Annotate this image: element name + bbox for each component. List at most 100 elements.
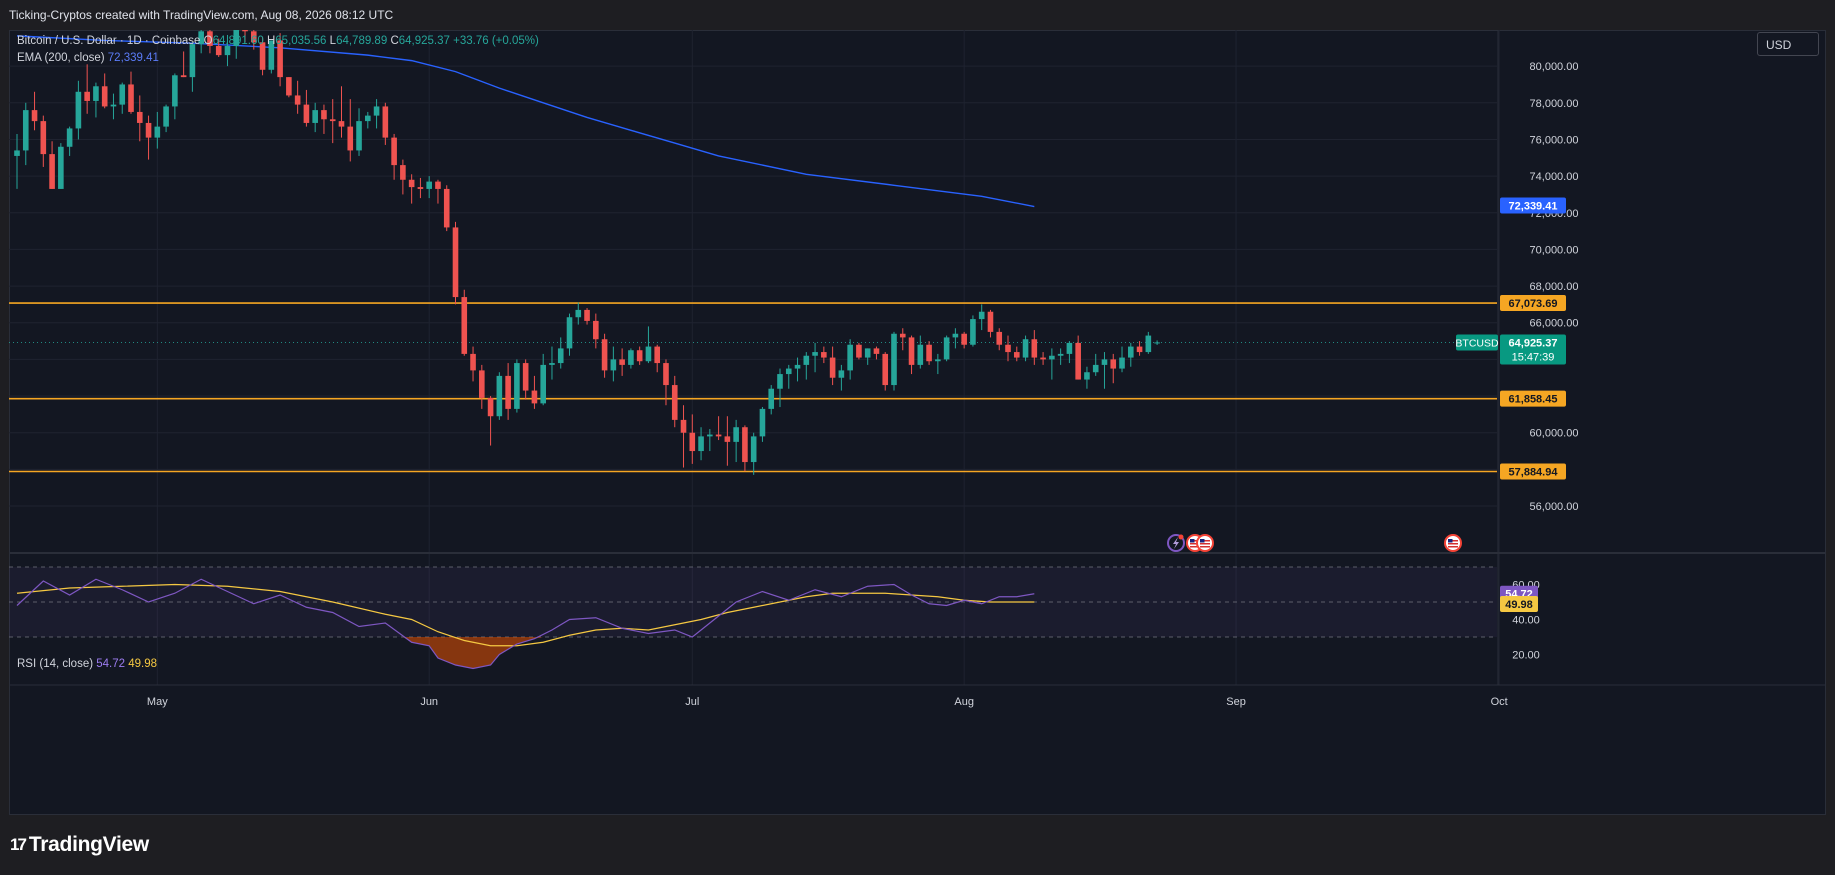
- candle[interactable]: [812, 342, 818, 373]
- candle[interactable]: [838, 364, 845, 391]
- candle[interactable]: [996, 328, 1003, 351]
- symbol-legend[interactable]: Bitcoin / U.S. Dollar · 1D · Coinbase O6…: [17, 33, 539, 49]
- candle[interactable]: [1031, 330, 1038, 365]
- candle[interactable]: [382, 102, 389, 145]
- candle[interactable]: [163, 104, 169, 133]
- candle[interactable]: [549, 346, 555, 380]
- candle[interactable]: [680, 405, 687, 468]
- candle[interactable]: [750, 432, 757, 475]
- candle[interactable]: [671, 375, 678, 428]
- lightning-event-icon[interactable]: [1167, 534, 1185, 552]
- horizontal-levels[interactable]: [9, 302, 1497, 473]
- candle[interactable]: [84, 64, 90, 114]
- candle[interactable]: [286, 77, 292, 98]
- candle[interactable]: [312, 102, 318, 133]
- candle[interactable]: [777, 368, 783, 408]
- candle[interactable]: [1057, 348, 1064, 365]
- candle[interactable]: [189, 42, 196, 92]
- candle[interactable]: [207, 30, 213, 54]
- candle[interactable]: [891, 331, 897, 391]
- candle[interactable]: [689, 414, 696, 464]
- candle[interactable]: [821, 346, 827, 364]
- candle[interactable]: [172, 73, 178, 120]
- rsi-legend[interactable]: RSI (14, close) 54.72 49.98: [17, 656, 157, 672]
- candle[interactable]: [110, 93, 117, 120]
- candle[interactable]: [899, 328, 906, 351]
- candle[interactable]: [505, 363, 511, 420]
- candle[interactable]: [233, 30, 240, 59]
- candle[interactable]: [1013, 346, 1020, 362]
- candle[interactable]: [715, 416, 722, 441]
- candle[interactable]: [864, 348, 871, 365]
- candle[interactable]: [557, 337, 564, 369]
- candle[interactable]: [400, 159, 406, 195]
- candle[interactable]: [435, 179, 441, 204]
- candle[interactable]: [14, 133, 20, 189]
- candle[interactable]: [58, 143, 64, 189]
- candle[interactable]: [636, 346, 643, 365]
- candle[interactable]: [522, 359, 529, 400]
- candle[interactable]: [496, 372, 503, 420]
- ema-legend[interactable]: EMA (200, close) 72,339.41: [17, 50, 159, 66]
- level-tag[interactable]: 57,884.94: [1500, 463, 1566, 480]
- candle[interactable]: [785, 364, 792, 389]
- level-tag[interactable]: 61,858.45: [1500, 390, 1566, 407]
- candle[interactable]: [698, 427, 704, 461]
- candle[interactable]: [250, 30, 257, 50]
- time-axis[interactable]: May Jun Jul Aug Sep Oct: [147, 696, 1508, 708]
- candle[interactable]: [452, 221, 459, 305]
- candle[interactable]: [408, 174, 415, 204]
- us-flag-event-icon[interactable]: [1444, 534, 1462, 552]
- candle[interactable]: [1145, 331, 1152, 354]
- candle[interactable]: [1084, 366, 1090, 389]
- candle[interactable]: [1136, 341, 1143, 356]
- candle[interactable]: [101, 73, 108, 109]
- candle[interactable]: [952, 328, 959, 349]
- candle[interactable]: [1127, 342, 1134, 367]
- candle[interactable]: [373, 99, 380, 129]
- candle[interactable]: [479, 364, 485, 409]
- candle[interactable]: [987, 309, 994, 338]
- level-tag[interactable]: 67,073.69: [1500, 295, 1566, 312]
- candle[interactable]: [917, 335, 924, 369]
- candle[interactable]: [540, 353, 546, 406]
- candle[interactable]: [768, 385, 775, 415]
- candle[interactable]: [531, 375, 538, 409]
- candle[interactable]: [154, 111, 161, 149]
- candle[interactable]: [365, 111, 371, 129]
- candle[interactable]: [566, 313, 573, 356]
- candle[interactable]: [601, 333, 608, 378]
- candle[interactable]: [645, 326, 652, 364]
- rsi-ma-value-tag[interactable]: 49.98: [1500, 596, 1538, 613]
- last-price-tag[interactable]: 64,925.37 15:47:39: [1500, 334, 1566, 365]
- candle[interactable]: [356, 108, 362, 156]
- candle[interactable]: [593, 313, 599, 349]
- candle[interactable]: [663, 359, 669, 406]
- candle[interactable]: [847, 339, 853, 380]
- candle[interactable]: [1022, 335, 1029, 362]
- candle[interactable]: [136, 95, 143, 142]
- candle[interactable]: [1119, 346, 1125, 373]
- candle[interactable]: [610, 346, 617, 382]
- candle[interactable]: [943, 335, 950, 362]
- candle[interactable]: [759, 407, 766, 442]
- candle[interactable]: [417, 177, 424, 199]
- candle[interactable]: [970, 315, 976, 347]
- candle[interactable]: [259, 36, 266, 76]
- candle[interactable]: [575, 302, 582, 325]
- candle[interactable]: [733, 419, 739, 463]
- candle[interactable]: [119, 82, 126, 114]
- candle[interactable]: [303, 89, 310, 127]
- candle[interactable]: [1066, 341, 1073, 364]
- candle[interactable]: [1040, 352, 1046, 365]
- candle[interactable]: [794, 357, 801, 382]
- candle[interactable]: [1092, 353, 1099, 376]
- candle[interactable]: [619, 348, 625, 376]
- rsi-pane[interactable]: [9, 566, 1497, 670]
- candle[interactable]: [873, 346, 880, 360]
- event-markers[interactable]: [1167, 534, 1462, 552]
- candle[interactable]: [1049, 348, 1055, 380]
- candle[interactable]: [75, 80, 82, 140]
- candle[interactable]: [180, 51, 187, 78]
- candle[interactable]: [215, 38, 222, 57]
